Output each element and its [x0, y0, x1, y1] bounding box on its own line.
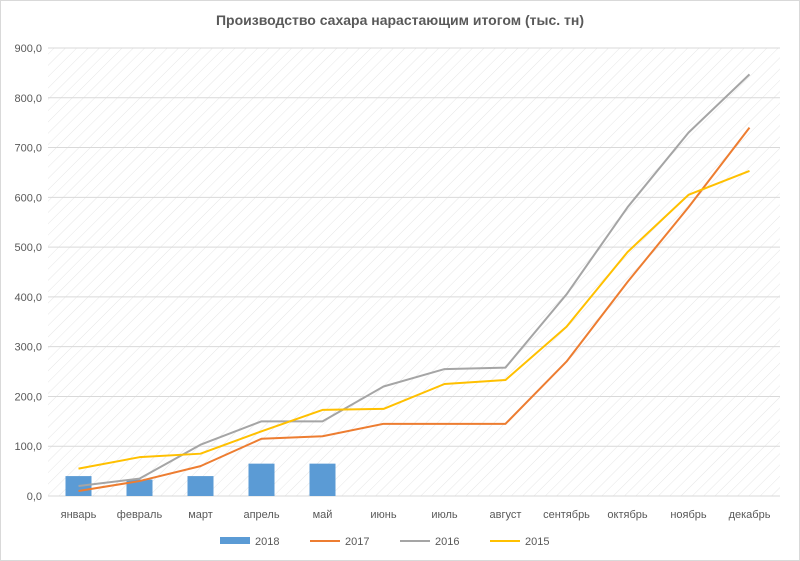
y-tick-label: 900,0	[14, 43, 42, 55]
x-tick-label: январь	[61, 509, 97, 521]
series-line-2016	[78, 73, 751, 488]
y-tick-label: 100,0	[14, 441, 42, 453]
y-tick-label: 400,0	[14, 292, 42, 304]
x-tick-label: октябрь	[607, 509, 647, 521]
x-tick-label: ноябрь	[670, 509, 707, 521]
legend-label: 2017	[345, 536, 369, 548]
x-tick-label: сентябрь	[543, 509, 590, 521]
series-line-2017	[78, 127, 751, 493]
bar-2018	[309, 463, 336, 496]
legend-label: 2018	[255, 536, 279, 548]
legend-label: 2016	[435, 536, 459, 548]
plot-area	[48, 48, 780, 496]
x-tick-label: август	[490, 509, 522, 521]
bar-2018	[126, 479, 153, 496]
x-tick-label: июль	[431, 509, 458, 521]
y-tick-label: 800,0	[14, 93, 42, 105]
legend-swatch-2018	[220, 537, 250, 544]
y-tick-label: 500,0	[14, 242, 42, 254]
y-tick-label: 200,0	[14, 391, 42, 403]
x-tick-label: май	[313, 509, 333, 521]
x-tick-label: декабрь	[729, 509, 771, 521]
x-tick-label: февраль	[117, 509, 163, 521]
x-tick-label: апрель	[243, 509, 279, 521]
y-tick-label: 300,0	[14, 342, 42, 354]
bar-2018	[248, 463, 275, 496]
y-tick-label: 0,0	[27, 491, 42, 503]
bar-2018	[187, 476, 214, 496]
legend-label: 2015	[525, 536, 549, 548]
x-tick-label: июнь	[370, 509, 396, 521]
x-tick-label: март	[188, 509, 213, 521]
series-line-2015	[78, 170, 750, 470]
chart-title: Производство сахара нарастающим итогом (…	[215, 12, 584, 28]
y-tick-label: 700,0	[14, 143, 42, 155]
y-tick-label: 600,0	[14, 192, 42, 204]
